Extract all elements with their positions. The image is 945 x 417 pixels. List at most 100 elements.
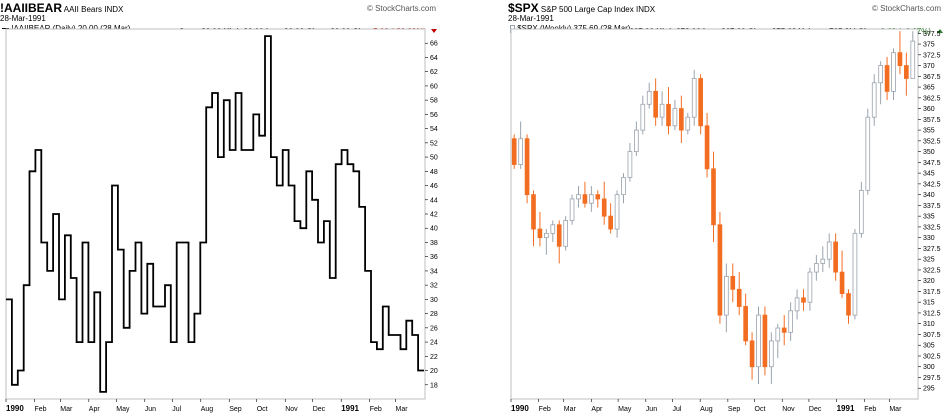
y-tick-label: 365	[923, 85, 935, 92]
x-tick-label: Jul	[172, 406, 181, 413]
candle-body-down	[801, 297, 806, 303]
x-tick-label: Mar	[889, 406, 902, 413]
y-tick-label: 315	[923, 300, 935, 307]
candle-body-up	[865, 116, 871, 191]
candle-body-up	[576, 194, 581, 200]
x-tick-label: May	[116, 406, 130, 413]
x-tick-label: Sep	[728, 406, 741, 413]
candle-body-down	[884, 65, 890, 92]
y-tick-label: 322.5	[923, 267, 941, 274]
candle-body-up	[563, 220, 568, 247]
candle-body-up	[878, 65, 883, 84]
y-tick-label: 28	[430, 311, 438, 318]
y-tick-label: 345	[923, 171, 935, 178]
x-tick-label: Mar	[60, 406, 73, 413]
y-tick-label: 362.5	[923, 95, 941, 102]
candle-body-up	[859, 189, 864, 234]
x-tick-label: 1991	[837, 404, 855, 413]
candle-body-down	[601, 198, 607, 217]
candle-body-up	[634, 129, 639, 153]
y-tick-label: 367.5	[923, 74, 941, 81]
x-tick-label: Oct	[755, 406, 766, 413]
x-tick-label: Feb	[34, 406, 46, 413]
y-tick-label: 46	[430, 183, 438, 190]
y-tick-label: 54	[430, 126, 438, 133]
candle-body-down	[743, 306, 748, 342]
y-tick-label: 370	[923, 63, 935, 70]
candle-body-down	[904, 65, 909, 79]
candle-body-up	[775, 327, 781, 342]
chart-symbol: !AAIIBEAR	[0, 1, 62, 15]
candle-body-up	[852, 232, 858, 316]
up-arrow-icon	[937, 29, 943, 33]
y-tick-label: 347.5	[923, 160, 941, 167]
y-tick-label: 297.5	[923, 375, 941, 382]
chart-name: AAII Bears	[63, 5, 103, 14]
chart-date: 28-Mar-1991	[508, 14, 554, 23]
spx-chart-panel: $SPX S&P 500 Large Cap Index INDX © Stoc…	[508, 0, 945, 417]
candle-body-down	[762, 314, 768, 368]
x-tick-label: 1990	[511, 404, 529, 413]
candle-body-down	[846, 293, 851, 316]
y-tick-label: 335	[923, 214, 935, 221]
y-tick-label: 48	[430, 169, 438, 176]
x-tick-label: 1991	[341, 404, 359, 413]
candle-body-up	[518, 138, 523, 165]
y-tick-label: 302.5	[923, 353, 941, 360]
candle-body-up	[724, 275, 729, 316]
chart-date: 28-Mar-1991	[0, 14, 46, 23]
candle-body-down	[666, 103, 671, 127]
x-tick-label: Aug	[201, 406, 214, 413]
chart-header: !AAIIBEAR AAII Bears INDX © StockCharts.…	[0, 1, 440, 15]
y-tick-label: 305	[923, 343, 935, 350]
aaii-bears-chart-panel: !AAIIBEAR AAII Bears INDX © StockCharts.…	[0, 0, 440, 417]
y-tick-label: 377.5	[923, 31, 941, 38]
y-tick-label: 295	[923, 386, 935, 393]
candle-body-down	[679, 108, 684, 131]
x-tick-label: Mar	[564, 406, 577, 413]
candle-body-down	[711, 168, 716, 226]
x-tick-label: Feb	[370, 406, 382, 413]
x-tick-label: May	[618, 406, 632, 413]
x-tick-label: Jun	[145, 406, 156, 413]
y-tick-label: 52	[430, 140, 438, 147]
source-credit[interactable]: © StockCharts.com	[871, 4, 941, 13]
x-tick-label: Feb	[864, 406, 876, 413]
candle-body-down	[531, 194, 536, 230]
candle-body-up	[685, 116, 691, 131]
candle-body-up	[646, 90, 652, 105]
y-tick-label: 332.5	[923, 224, 941, 231]
chart-name: S&P 500 Large Cap Index	[540, 5, 634, 14]
chart-symbol: $SPX	[508, 1, 539, 15]
candle-body-down	[897, 52, 903, 66]
x-tick-label: Dec	[313, 406, 326, 413]
y-tick-label: 22	[430, 354, 438, 361]
y-tick-label: 342.5	[923, 181, 941, 188]
candle-body-up	[691, 78, 697, 118]
candle-body-up	[589, 194, 594, 204]
x-tick-label: Apr	[591, 406, 603, 413]
spx-plot: 295 297.5 300 302.5 305 307.5 310 312.5 315 317.5…	[510, 28, 941, 413]
y-tick-label: 56	[430, 112, 438, 119]
candle-body-down	[839, 271, 845, 294]
aaii-plot-area	[5, 28, 426, 400]
x-tick-label: Sep	[229, 406, 242, 413]
candle-body-down	[595, 194, 601, 200]
down-arrow-icon	[431, 29, 437, 33]
x-tick-label: Jun	[646, 406, 657, 413]
candle-body-up	[794, 297, 800, 312]
candle-body-up	[621, 177, 626, 196]
candle-body-up	[891, 52, 896, 92]
candle-body-down	[749, 340, 755, 368]
candle-body-up	[544, 232, 549, 239]
candle-body-up	[871, 82, 877, 118]
candle-body-down	[653, 90, 658, 118]
y-tick-label: 30	[430, 297, 438, 304]
y-tick-label: 312.5	[923, 310, 941, 317]
candle-body-down	[582, 194, 588, 204]
candle-body-down	[704, 125, 710, 170]
y-tick-label: 50	[430, 155, 438, 162]
source-credit[interactable]: © StockCharts.com	[366, 4, 436, 13]
chart-exchange: INDX	[635, 5, 656, 14]
candle-body-up	[910, 40, 916, 79]
